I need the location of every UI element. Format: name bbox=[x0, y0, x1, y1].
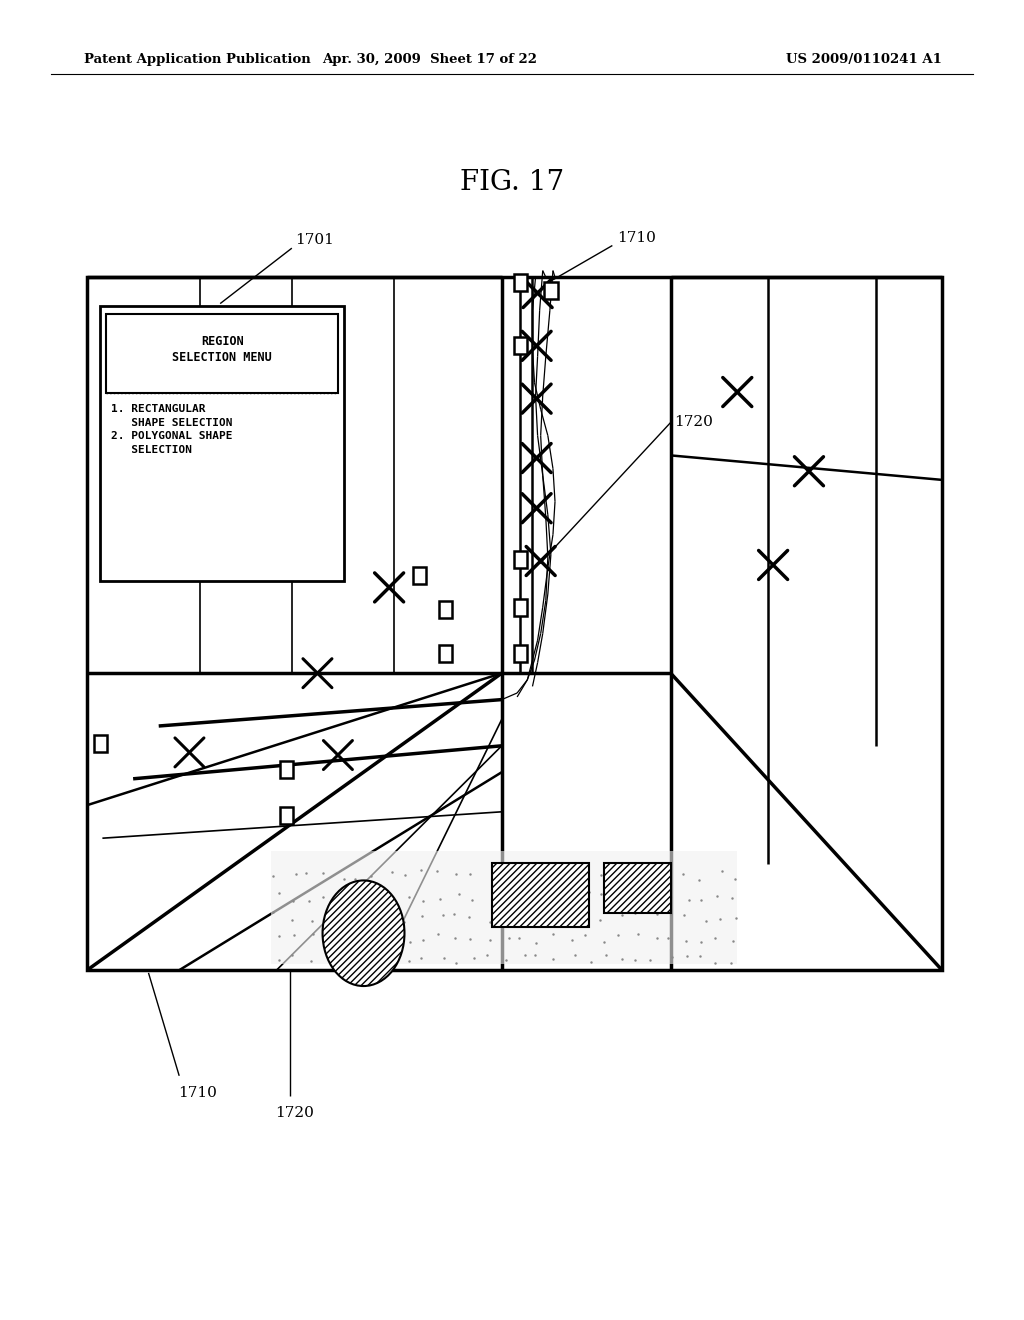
Circle shape bbox=[323, 880, 404, 986]
Text: 1701: 1701 bbox=[295, 234, 334, 247]
Bar bbox=[514, 337, 527, 354]
Bar bbox=[514, 598, 527, 615]
Text: 1720: 1720 bbox=[275, 1106, 314, 1119]
Bar bbox=[438, 645, 453, 663]
Bar bbox=[545, 281, 558, 298]
Bar bbox=[100, 306, 344, 581]
Bar bbox=[514, 273, 527, 290]
Bar bbox=[413, 568, 426, 583]
Bar bbox=[106, 314, 338, 393]
Bar bbox=[604, 863, 671, 913]
Text: Apr. 30, 2009  Sheet 17 of 22: Apr. 30, 2009 Sheet 17 of 22 bbox=[323, 53, 538, 66]
Bar bbox=[514, 645, 527, 663]
Bar bbox=[94, 734, 106, 752]
Bar bbox=[438, 601, 453, 618]
Text: 1. RECTANGULAR
   SHAPE SELECTION
2. POLYGONAL SHAPE
   SELECTION: 1. RECTANGULAR SHAPE SELECTION 2. POLYGO… bbox=[111, 404, 232, 454]
Text: US 2009/0110241 A1: US 2009/0110241 A1 bbox=[786, 53, 942, 66]
Text: REGION
SELECTION MENU: REGION SELECTION MENU bbox=[172, 335, 272, 364]
Text: Patent Application Publication: Patent Application Publication bbox=[84, 53, 310, 66]
Bar bbox=[281, 760, 294, 777]
Bar bbox=[87, 277, 942, 970]
Polygon shape bbox=[271, 851, 737, 964]
Bar bbox=[514, 552, 527, 568]
Text: 1720: 1720 bbox=[674, 416, 713, 429]
Text: FIG. 17: FIG. 17 bbox=[460, 169, 564, 195]
Text: 1710: 1710 bbox=[617, 231, 656, 244]
Bar bbox=[281, 807, 294, 824]
Bar bbox=[492, 863, 589, 927]
Text: 1710: 1710 bbox=[178, 1086, 217, 1100]
